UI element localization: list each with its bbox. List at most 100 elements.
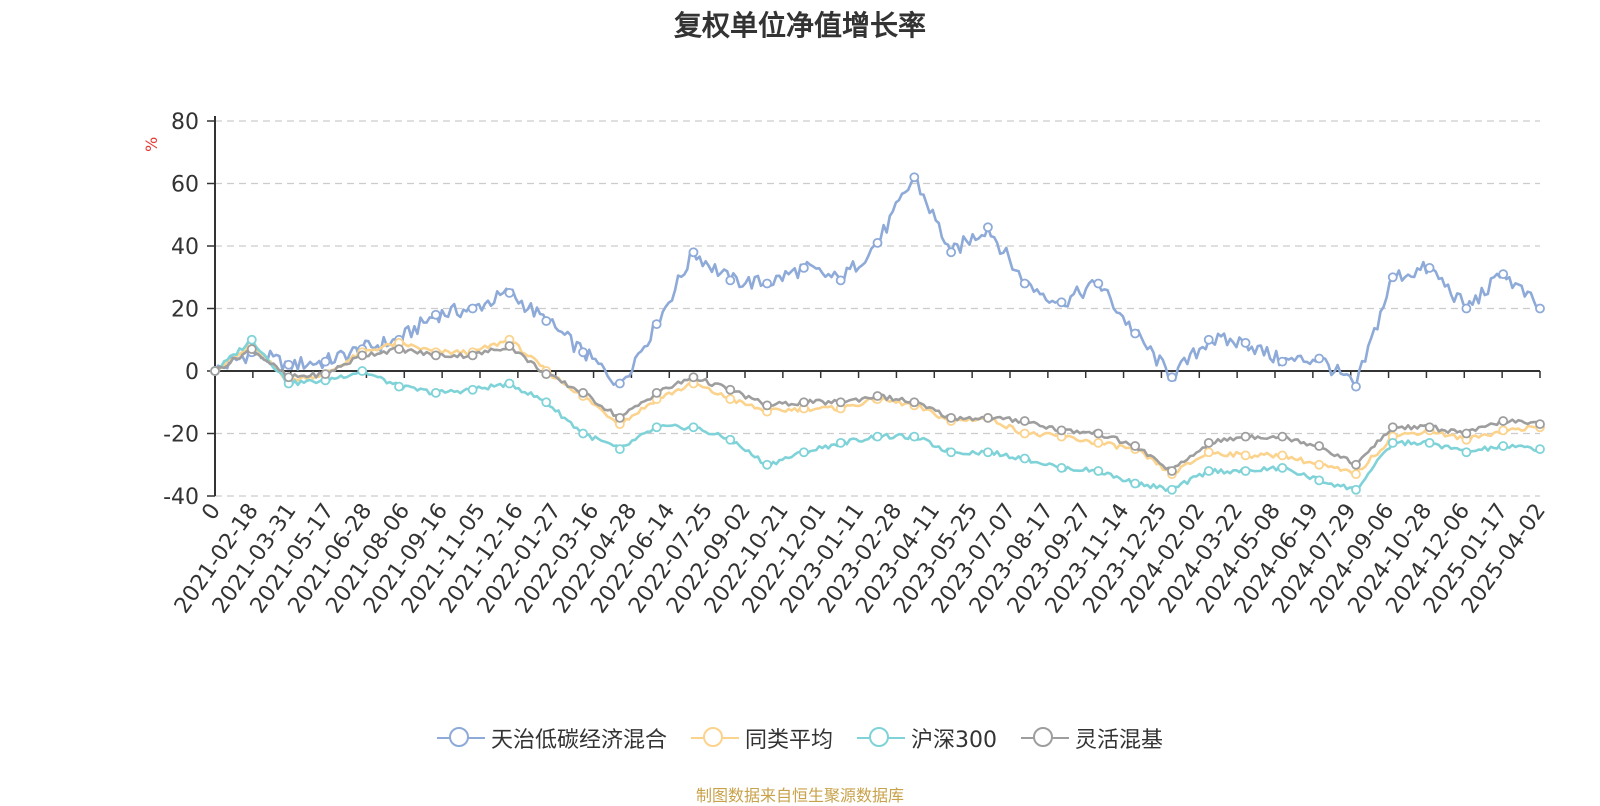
data-point [725,434,736,445]
data-point [210,366,220,376]
data-point [983,412,993,423]
data-point [1314,441,1325,451]
data-point [1056,462,1067,473]
legend-item[interactable]: 沪深300 [857,722,997,754]
data-point [798,397,809,408]
legend-marker-icon [857,726,905,750]
data-point [1056,297,1067,308]
data-point [578,347,588,358]
data-point [1019,416,1030,426]
data-point [1461,303,1472,314]
data-point [1203,437,1214,448]
data-point [1093,437,1104,448]
data-point [1387,422,1398,433]
y-tick-label: -40 [163,485,199,510]
data-point [1240,431,1251,442]
data-point [1498,441,1509,451]
data-point [835,275,846,286]
data-point [430,309,441,320]
legend-label: 灵活混基 [1075,728,1164,753]
data-point [1498,425,1509,436]
data-point [467,350,478,361]
legend-label: 沪深300 [911,728,997,753]
data-point [283,372,294,383]
data-point [320,356,331,367]
data-point [1019,428,1030,439]
data-point [1019,278,1030,289]
data-point [1093,466,1104,476]
data-point [872,431,883,442]
data-point [1314,475,1325,486]
data-point [1461,447,1472,458]
data-point [983,222,993,233]
data-point [688,247,699,258]
data-point [909,172,920,183]
data-point [725,384,736,395]
data-point [798,447,809,458]
data-point [1203,334,1214,345]
data-point [504,341,515,351]
data-point [1277,462,1288,473]
series-line [214,344,1541,473]
y-tick-label: 20 [171,298,199,323]
data-point [541,397,552,408]
data-point [798,262,809,273]
data-point [835,397,846,408]
data-point [394,381,404,392]
legend-marker-icon [690,726,739,750]
legend-item[interactable]: 灵活混基 [1021,722,1163,754]
data-point [1535,303,1545,314]
legend-marker-icon [436,726,485,750]
data-point [1351,484,1361,495]
data-point [1277,431,1288,442]
data-point [1093,428,1104,439]
data-point [320,369,331,380]
data-point [1498,416,1509,426]
y-tick-label: 80 [171,110,199,135]
data-point [1167,372,1177,383]
data-point [1314,353,1325,364]
y-tick-label: -20 [163,423,199,448]
data-point [1461,428,1472,439]
data-point [430,350,441,361]
data-point [1056,425,1067,436]
data-point [1424,437,1435,448]
data-point [430,387,441,398]
data-point [1130,328,1141,339]
data-point [1351,381,1361,392]
legend: 天治低碳经济混合 同类平均 沪深300 灵活混基 [0,722,1600,754]
legend-item[interactable]: 同类平均 [690,722,833,754]
data-point [946,412,957,423]
data-point [688,372,699,383]
data-point [614,412,625,423]
data-point [1093,278,1104,289]
data-point [651,387,662,398]
data-point [541,369,552,380]
data-point [1387,272,1398,283]
data-point [1277,356,1288,367]
tick-labels: 806040200-20-4002021-02-182021-03-312021… [163,110,1551,618]
data-point [1019,453,1030,464]
data-point [1424,422,1435,433]
data-point [283,359,294,370]
series-line [214,338,1541,493]
data-point [762,278,772,289]
data-point [1277,450,1288,461]
data-point [909,397,920,408]
data-point [578,387,588,398]
legend-label: 天治低碳经济混合 [490,728,667,753]
chart-title: 复权单位净值增长率 [673,9,926,42]
legend-item[interactable]: 天治低碳经济混合 [436,722,667,754]
data-point [1351,469,1361,480]
legend-marker-icon [1021,726,1069,750]
legend-label: 同类平均 [744,728,833,753]
line-chart: 806040200-20-4002021-02-182021-03-312021… [163,110,1551,618]
data-point [246,344,257,355]
data-point [1424,262,1435,273]
data-point [614,444,625,455]
data-point [1203,447,1214,458]
data-point [872,237,883,248]
data-source-note: 制图数据来自恒生聚源数据库 [695,786,904,805]
data-point [1203,466,1214,476]
data-point [394,344,404,355]
